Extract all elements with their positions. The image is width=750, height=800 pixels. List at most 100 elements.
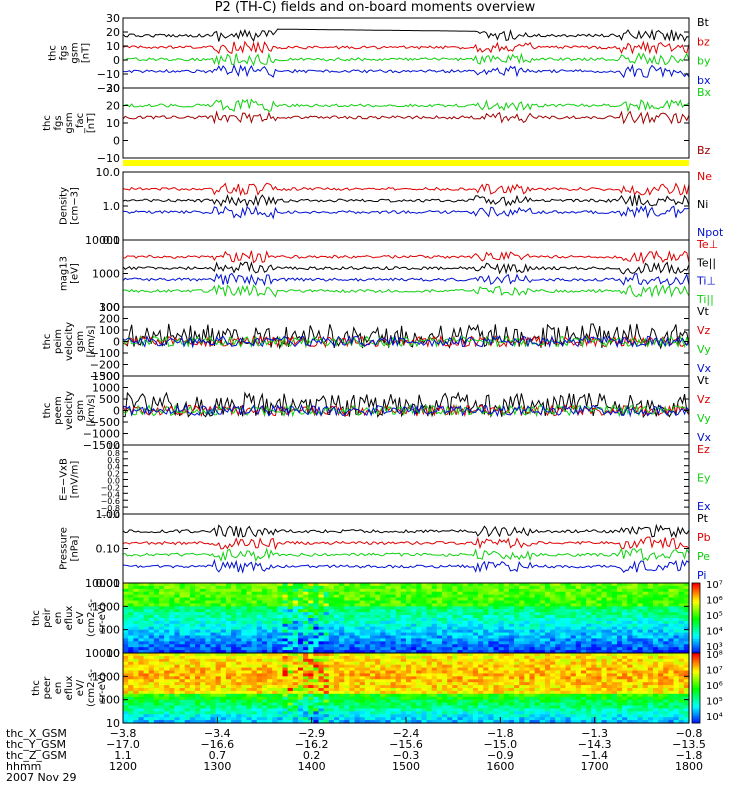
series-Bx [122, 98, 690, 113]
panel-fgs-fac: 30 20 10 0 −10 thc fgs gsm _fac [nT] Bx Bz [42, 82, 712, 165]
series-Vt [122, 391, 690, 419]
y-axis-label: (cm2-s- [86, 669, 97, 707]
y-axis-label: velocity [64, 391, 75, 430]
y-axis-label: eV/ [75, 679, 86, 696]
y-tick-label: 1.0 [107, 442, 120, 451]
legend-entry: Pe [697, 550, 710, 563]
y-axis-label: thc [42, 403, 53, 419]
colorbar-label: 10⁷ [706, 666, 723, 677]
legend-entry: Vz [697, 393, 711, 406]
colorbar-label: 10⁸ [706, 650, 723, 661]
y-tick-label: 30 [106, 12, 120, 25]
y-tick-label: −10 [97, 152, 120, 165]
y-axis-label: thc [42, 115, 53, 131]
axes-box [122, 513, 690, 584]
y-tick-label: 20 [106, 26, 120, 39]
y-axis-label: [eV] [70, 263, 81, 284]
legend-entry: bx [697, 74, 711, 87]
y-axis-label: thc [42, 334, 53, 350]
y-axis-label: sr-eV) [97, 603, 108, 632]
y-axis-label: [nPa] [70, 535, 81, 561]
series-Te|| [122, 261, 690, 275]
y-tick-label: 20 [106, 100, 120, 113]
legend-entry: Ey [697, 472, 711, 485]
y-axis-label: peer [42, 676, 53, 700]
series-Bz [122, 110, 690, 125]
x-tick-label: −14.3 [578, 738, 612, 751]
y-tick-label: −10 [97, 68, 120, 81]
y-tick-label: 0.4 [107, 463, 120, 472]
date-label: 2007 Nov 29 [6, 771, 76, 784]
legend-entry: Pt [697, 512, 709, 525]
y-tick-label: −1500 [83, 439, 120, 452]
panel-peir-eflux: 10⁷ 10⁶ 10⁵ 10⁴ 10³ 10000 1000 100 10 thc peir en ef… [31, 577, 723, 660]
legend-entry: Pb [697, 531, 711, 544]
y-tick-label: 0 [113, 336, 120, 349]
series-Ti⊥ [122, 272, 690, 287]
colorbar-label: 10⁴ [706, 627, 723, 638]
y-tick-label: 0.0 [107, 477, 120, 486]
series-bx [122, 63, 690, 79]
y-tick-label: 0.1 [103, 234, 121, 247]
y-axis-label: [cm−3] [70, 187, 81, 225]
x-tick-label: −15.0 [483, 738, 517, 751]
legend-entry: Vx [697, 431, 712, 444]
y-tick-label: 200 [99, 313, 120, 326]
colorbar-peer-eflux: 10⁸ 10⁷ 10⁶ 10⁵ 10⁴ [691, 650, 723, 724]
x-tick-label: −15.6 [389, 738, 423, 751]
y-tick-label: 10 [106, 717, 120, 730]
legend-entry: Ni [697, 198, 708, 211]
x-tick-label: 1500 [392, 760, 420, 773]
x-tick-label: −2.4 [393, 727, 420, 740]
x-tick-label: −2.9 [298, 727, 325, 740]
y-axis-label: [nT] [86, 113, 97, 133]
x-axis: thc_X_GSM −3.8 −3.4 −2.9 −2.4 −1.8 −1.3 −0.8 thc… [6, 717, 706, 784]
y-tick-label: 10000 [85, 577, 120, 590]
y-axis-label: gsm [64, 112, 75, 133]
y-axis-label: gsm [70, 42, 81, 63]
x-tick-label: 1.1 [114, 749, 132, 762]
series-by [122, 52, 690, 67]
legend-entry: Pi [697, 569, 706, 582]
legend-entry: bz [697, 35, 710, 48]
y-tick-label: −0.8 [101, 504, 120, 513]
x-tick-label: 1400 [298, 760, 326, 773]
y-tick-label: 1.0 [103, 200, 121, 213]
y-axis-label: Density [59, 187, 70, 225]
y-axis-label: eV [75, 611, 86, 624]
series-bz [122, 40, 690, 55]
colorbar-peir-eflux: 10⁷ 10⁶ 10⁵ 10⁴ 10³ [691, 580, 723, 654]
y-tick-label: 10 [106, 647, 120, 660]
y-tick-label: 100 [99, 324, 120, 337]
series-Pt [122, 523, 690, 539]
y-axis-label: thc [31, 610, 42, 626]
y-tick-label: 100 [99, 694, 120, 707]
y-tick-label: −1000 [83, 428, 120, 441]
colorbar-label: 10⁵ [706, 697, 723, 708]
colorbar-label: 10⁶ [706, 681, 723, 692]
x-row-label: thc_Y_GSM [6, 738, 66, 751]
y-tick-label: 1.00 [96, 508, 121, 521]
y-tick-label: 0.01 [96, 577, 121, 590]
x-tick-label: −3.8 [110, 727, 137, 740]
y-axis-label: peem [53, 396, 64, 424]
legend-entry: Te|| [696, 256, 716, 269]
x-tick-label: −13.5 [672, 738, 706, 751]
legend-entry: Vy [697, 343, 711, 356]
y-axis-label: Pressure [59, 527, 70, 570]
axes-box [122, 87, 690, 159]
series-Vx [122, 334, 690, 349]
series-Ti|| [122, 284, 690, 299]
series-Ne [122, 182, 690, 197]
y-axis-label: mag13 [59, 256, 70, 291]
legend-entry: by [697, 55, 711, 68]
y-tick-label: 1000 [92, 382, 120, 395]
y-tick-label: 10 [106, 40, 120, 53]
y-axis-label: velocity [64, 322, 75, 361]
y-axis-label: [km/s] [86, 325, 97, 357]
y-axis-label: peir [42, 607, 53, 627]
y-tick-label: 0.2 [107, 470, 120, 479]
y-tick-label: 100 [99, 624, 120, 637]
